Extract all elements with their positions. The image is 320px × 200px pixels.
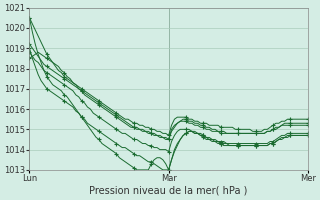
X-axis label: Pression niveau de la mer( hPa ): Pression niveau de la mer( hPa )	[90, 186, 248, 196]
